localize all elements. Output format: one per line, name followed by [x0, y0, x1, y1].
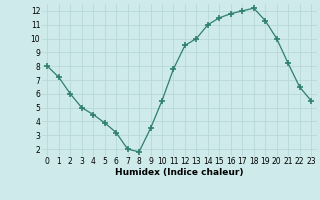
X-axis label: Humidex (Indice chaleur): Humidex (Indice chaleur)	[115, 168, 244, 177]
